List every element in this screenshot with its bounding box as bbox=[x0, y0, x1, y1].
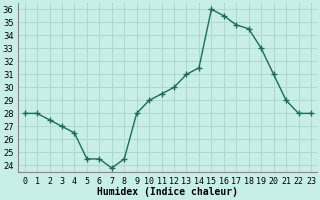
X-axis label: Humidex (Indice chaleur): Humidex (Indice chaleur) bbox=[97, 187, 238, 197]
